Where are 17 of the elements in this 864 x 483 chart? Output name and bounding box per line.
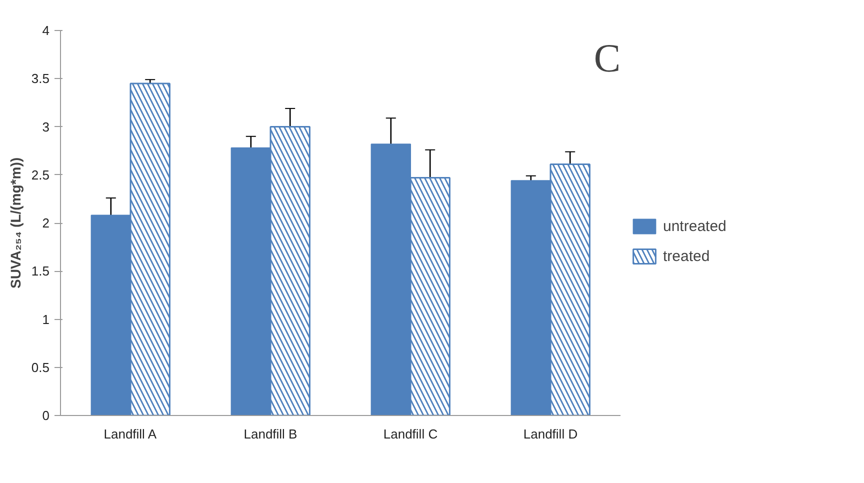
legend-label: untreated bbox=[663, 218, 726, 234]
x-tick-label: Landfill A bbox=[104, 426, 157, 442]
y-tick-label: 0.5 bbox=[31, 360, 50, 375]
x-tick-label: Landfill C bbox=[383, 426, 438, 442]
y-tick-label: 1.5 bbox=[31, 264, 50, 279]
y-tick-label: 0 bbox=[42, 408, 50, 423]
legend-label: treated bbox=[663, 248, 710, 264]
y-axis-title: SUVA₂₅₄ (L/(mg*m)) bbox=[7, 157, 24, 289]
y-tick-label: 3.5 bbox=[31, 71, 50, 86]
y-tick-label: 2 bbox=[42, 216, 50, 230]
x-tick-label: Landfill B bbox=[244, 426, 298, 442]
y-tick-label: 2.5 bbox=[31, 167, 50, 182]
x-tick-label: Landfill D bbox=[523, 426, 578, 442]
y-tick-label: 1 bbox=[42, 312, 50, 327]
annotation: C bbox=[594, 36, 621, 80]
y-tick-label: 3 bbox=[42, 119, 50, 134]
y-tick-label: 4 bbox=[42, 23, 50, 38]
